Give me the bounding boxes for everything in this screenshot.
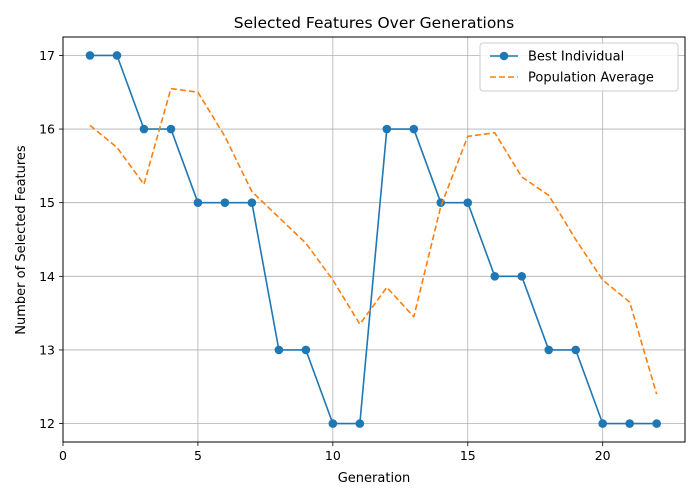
series-1-point <box>436 198 446 207</box>
x-tick-label: 15 <box>460 448 476 463</box>
series-line-2 <box>89 87 658 395</box>
legend-box <box>479 42 679 92</box>
y-axis-label: Number of Selected Features <box>14 145 29 335</box>
x-tick-label: 0 <box>59 448 67 463</box>
series-1-point <box>517 272 527 281</box>
series-1-point <box>382 124 392 134</box>
legend-label-2: Population Average <box>528 71 654 86</box>
series-1-point <box>355 419 365 428</box>
series-1-point <box>301 345 311 355</box>
series-1-point <box>193 198 203 207</box>
series-1-point <box>247 198 257 207</box>
x-tick-label: 5 <box>194 448 202 463</box>
series-line-1 <box>89 54 657 425</box>
y-tick-label: 15 <box>39 195 55 210</box>
series-1-point <box>220 198 230 207</box>
series-1-point <box>598 419 607 428</box>
axis-ticks: 0 5 10 15 20 12 13 14 15 16 17 <box>39 48 611 463</box>
series-1-point <box>328 419 338 428</box>
series-1-point <box>571 345 581 355</box>
series-1-point <box>85 51 95 60</box>
chart-title: Selected Features Over Generations <box>234 14 514 32</box>
y-tick-label: 12 <box>39 416 55 431</box>
legend: Best Individual Population Average <box>479 42 679 92</box>
y-tick-label: 16 <box>39 122 55 137</box>
legend-marker-1 <box>499 51 509 61</box>
series-1-point <box>112 51 122 60</box>
y-tick-label: 17 <box>39 48 55 63</box>
x-tick-label: 10 <box>325 448 341 463</box>
series-1-point <box>463 198 473 207</box>
series-1-point <box>139 124 149 134</box>
series-layer <box>85 51 661 428</box>
series-1-point <box>625 419 634 428</box>
series-1-point <box>544 345 554 355</box>
x-axis-label: Generation <box>338 471 411 486</box>
series-1-point <box>652 419 661 428</box>
series-1-point <box>490 272 500 281</box>
legend-label-1: Best Individual <box>528 50 624 65</box>
plot-area-frame <box>62 36 686 443</box>
y-tick-label: 13 <box>39 342 55 357</box>
x-tick-label: 20 <box>595 448 611 463</box>
series-1-point <box>166 124 176 134</box>
y-tick-label: 14 <box>39 269 55 284</box>
series-1-point <box>274 345 284 355</box>
series-1-point <box>409 124 419 134</box>
